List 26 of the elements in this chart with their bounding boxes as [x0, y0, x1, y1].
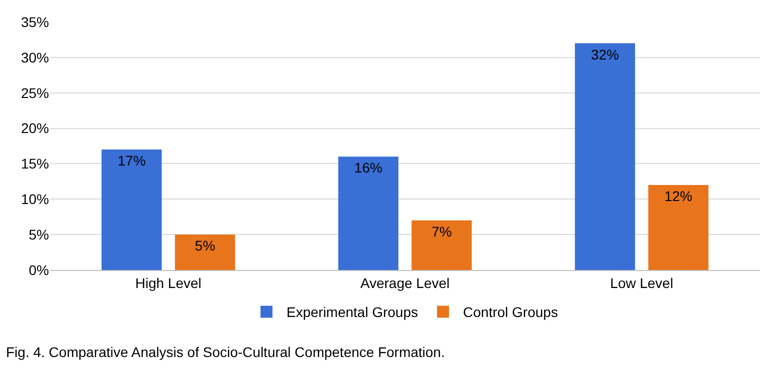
y-tick-label: 15% [20, 156, 49, 172]
y-tick-label: 35% [20, 14, 49, 30]
bar [648, 184, 708, 270]
caption: Fig. 4. Comparative Analysis of Socio-Cultural Competence Formation. [6, 344, 445, 360]
y-tick-label: 5% [28, 226, 49, 242]
data-label: 17% [118, 152, 146, 169]
bar [338, 156, 398, 270]
y-tick-label: 25% [20, 84, 49, 101]
x-tick-label: High Level [135, 274, 202, 291]
bar [174, 234, 236, 270]
x-tick-label: Average Level [360, 274, 450, 291]
bar [574, 43, 636, 270]
y-tick-label: 20% [20, 120, 49, 136]
data-label: 32% [590, 46, 619, 62]
legend-label: Control Groups [463, 304, 558, 320]
y-tick-label: 30% [20, 49, 49, 66]
data-label: 5% [194, 238, 216, 254]
y-tick-label: 0% [28, 262, 49, 278]
data-label: 7% [432, 223, 452, 240]
data-label: 16% [354, 160, 382, 176]
y-tick-label: 10% [20, 191, 49, 208]
x-tick-label: Low Level [610, 274, 674, 291]
data-label: 12% [664, 188, 692, 204]
bar [412, 220, 472, 270]
legend-label: Experimental Groups [286, 304, 418, 320]
bar [102, 150, 162, 270]
